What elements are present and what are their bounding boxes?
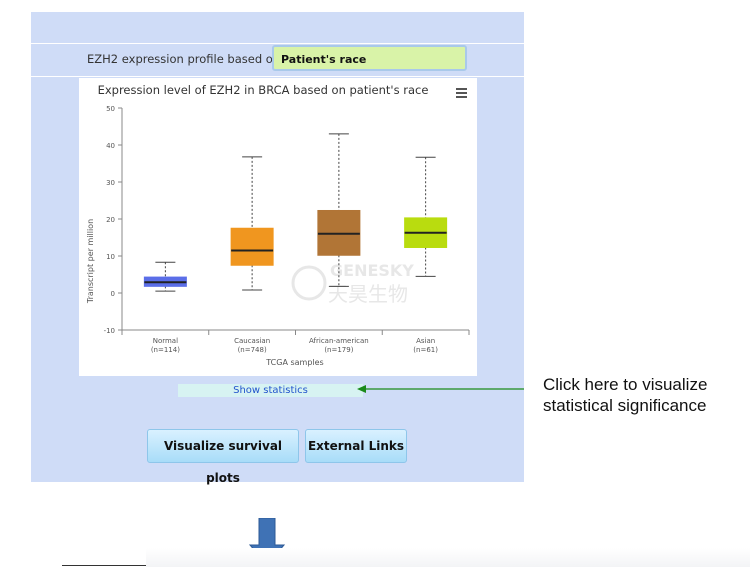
show-statistics-button[interactable]: Show statistics: [178, 384, 363, 397]
y-tick-label: 10: [106, 253, 115, 261]
x-tick-label: African-american: [309, 337, 369, 345]
visualize-survival-plots-button[interactable]: Visualize survival plots: [147, 429, 299, 485]
box-caucasian: [230, 227, 274, 266]
y-tick-label: 40: [106, 142, 115, 150]
y-tick-label: 20: [106, 216, 115, 224]
x-tick-count-label: (n=61): [413, 346, 438, 354]
bottom-strip: [146, 548, 750, 567]
annotation-arrow-icon: [357, 385, 524, 393]
bottom-divider: [62, 565, 146, 566]
annotation-line-2: statistical significance: [543, 396, 707, 415]
top-divider: [31, 43, 524, 44]
watermark: GENESKY 天昊生物: [291, 261, 414, 306]
watermark-text-en: GENESKY: [330, 261, 414, 280]
chart-title: Expression level of EZH2 in BRCA based o…: [98, 83, 429, 97]
watermark-logo-icon: [291, 265, 327, 301]
watermark-text-cn: 天昊生物: [328, 282, 408, 306]
profile-label: EZH2 expression profile based on: [87, 52, 281, 66]
profile-select[interactable]: Patient's race: [272, 45, 467, 71]
y-tick-label: 50: [106, 105, 115, 113]
x-tick-count-label: (n=114): [151, 346, 180, 354]
annotation-callout: Click here to visualize statistical sign…: [543, 374, 707, 416]
x-tick-label: Normal: [153, 337, 178, 345]
boxplot-chart: Expression level of EZH2 in BRCA based o…: [86, 83, 470, 367]
x-tick-count-label: (n=179): [324, 346, 353, 354]
y-tick-label: 30: [106, 179, 115, 187]
chart-card: Expression level of EZH2 in BRCA based o…: [79, 78, 477, 376]
y-axis-label: Transcript per million: [86, 219, 95, 304]
hamburger-menu-icon[interactable]: [456, 88, 467, 98]
x-axis-label: TCGA samples: [265, 358, 323, 367]
x-tick-count-label: (n=748): [238, 346, 267, 354]
x-tick-label: Caucasian: [234, 337, 270, 345]
annotation-line-1: Click here to visualize: [543, 375, 708, 394]
y-tick-label: -10: [104, 327, 115, 335]
y-tick-label: 0: [111, 290, 115, 298]
x-tick-label: Asian: [416, 337, 435, 345]
form-divider: [31, 76, 524, 77]
external-links-button[interactable]: External Links: [305, 429, 407, 463]
